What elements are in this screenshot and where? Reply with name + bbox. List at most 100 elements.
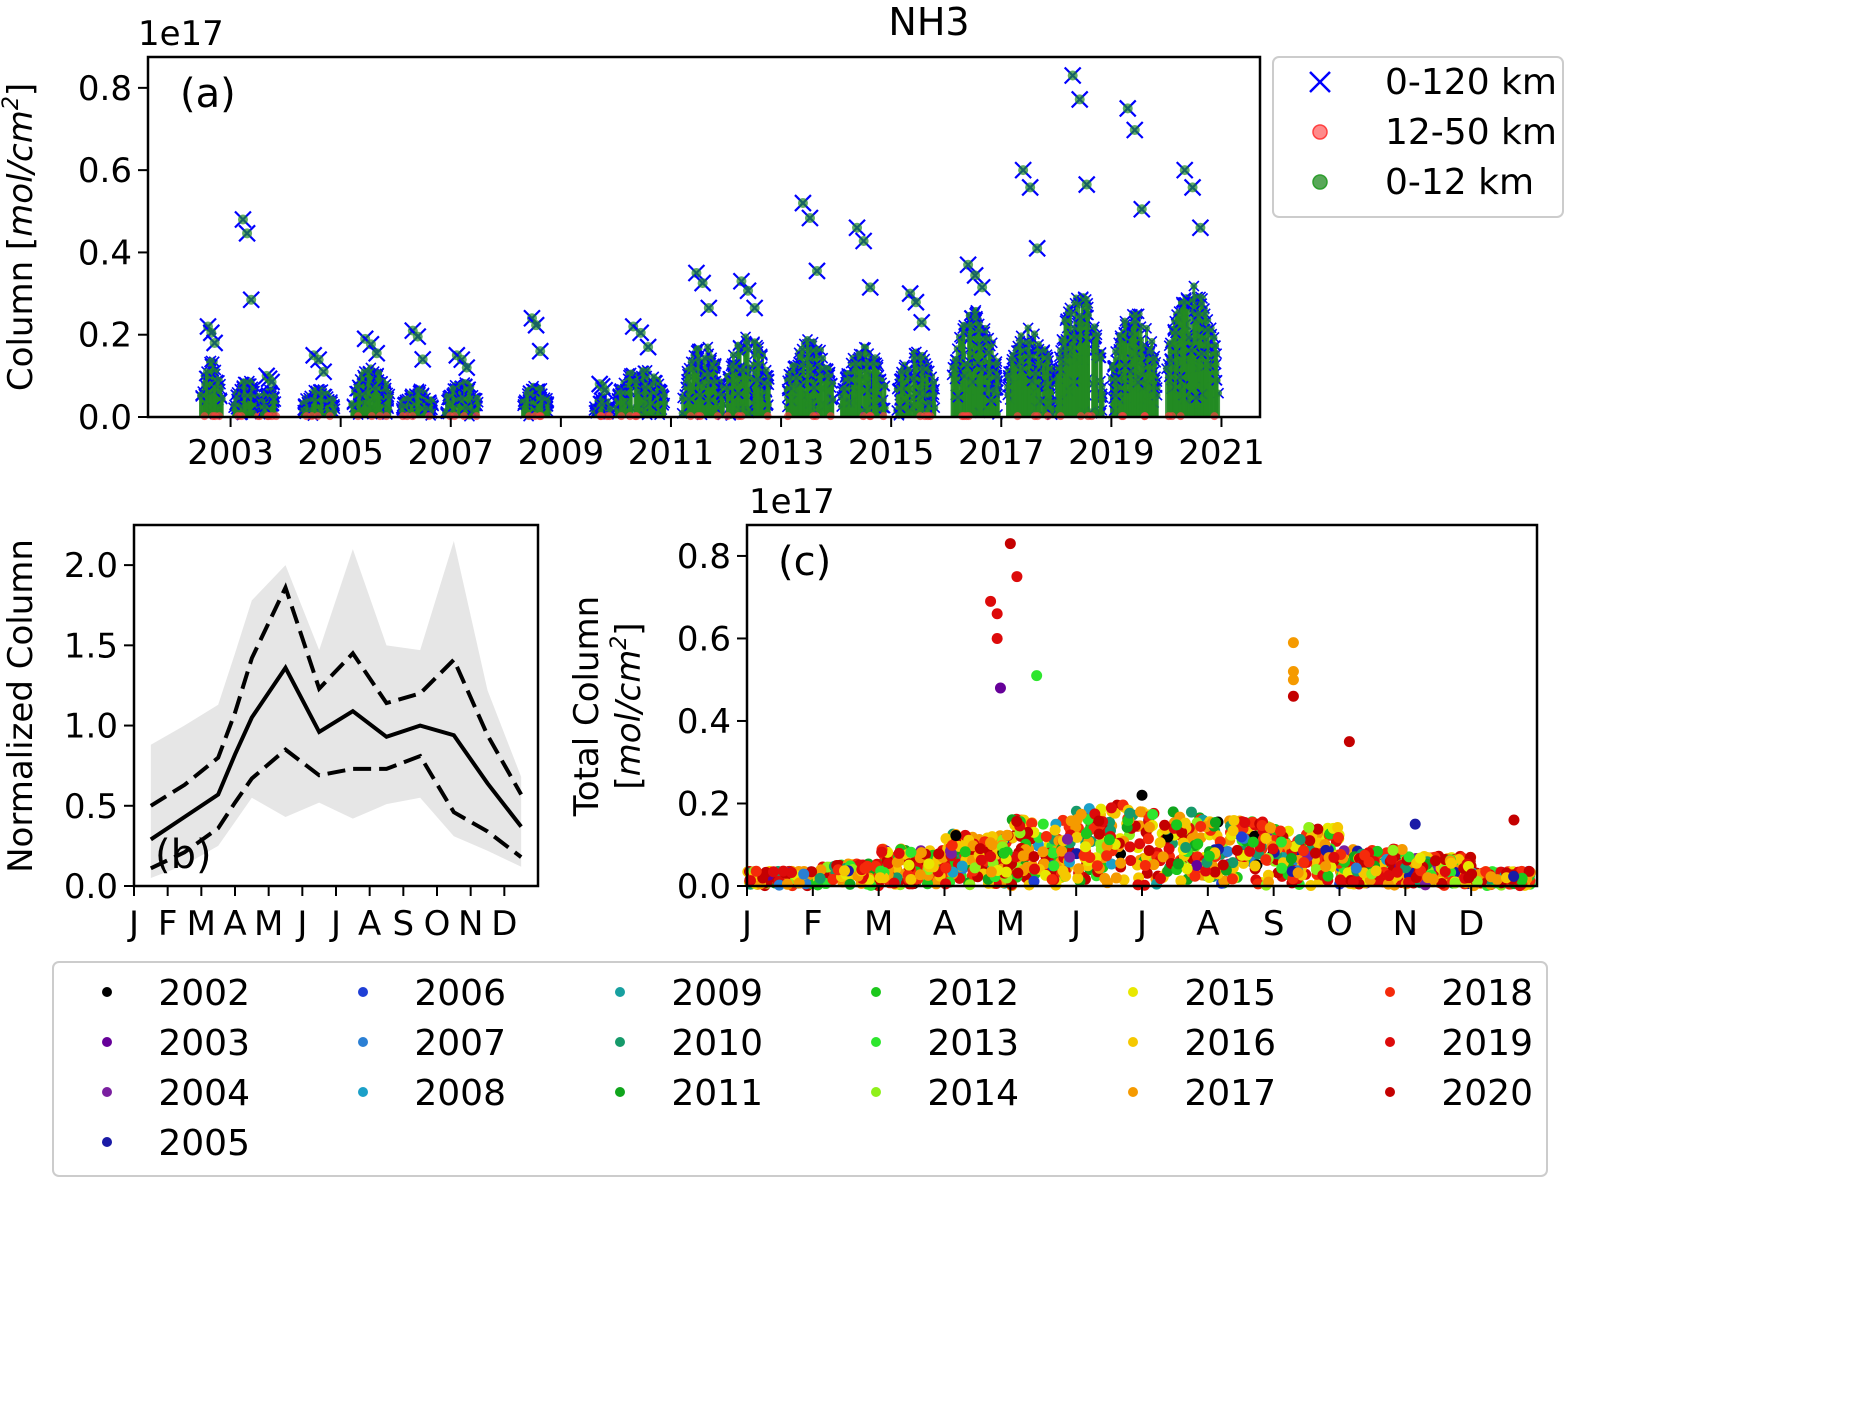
peak-green-marker bbox=[365, 339, 376, 350]
green-marker bbox=[246, 391, 254, 399]
green-marker bbox=[985, 349, 993, 357]
peak-green-marker bbox=[743, 285, 754, 296]
green-marker bbox=[356, 391, 364, 399]
peak-green-marker bbox=[811, 265, 822, 276]
green-marker bbox=[1112, 391, 1120, 399]
green-marker bbox=[723, 384, 731, 392]
peak-green-marker bbox=[209, 337, 220, 348]
peak-green-marker bbox=[1025, 182, 1036, 193]
green-marker bbox=[971, 313, 979, 321]
green-marker bbox=[207, 357, 215, 365]
green-marker bbox=[627, 369, 635, 377]
green-marker bbox=[978, 365, 986, 373]
cluster-9 bbox=[611, 317, 671, 421]
green-marker bbox=[241, 392, 249, 400]
peak-green-marker bbox=[643, 342, 654, 353]
green-marker bbox=[473, 394, 481, 402]
green-marker bbox=[1030, 330, 1038, 338]
green-marker bbox=[1090, 323, 1098, 331]
green-marker bbox=[952, 356, 960, 364]
green-marker bbox=[1016, 337, 1024, 345]
green-marker bbox=[1112, 375, 1120, 383]
green-marker bbox=[729, 351, 737, 359]
green-marker bbox=[704, 371, 712, 379]
green-marker bbox=[790, 362, 798, 370]
green-marker bbox=[981, 335, 989, 343]
green-marker bbox=[398, 402, 406, 410]
green-marker bbox=[762, 366, 770, 374]
green-marker bbox=[1031, 370, 1039, 378]
green-marker bbox=[466, 385, 474, 393]
green-marker bbox=[660, 392, 668, 400]
green-marker bbox=[1070, 333, 1078, 341]
peak-green-marker bbox=[1067, 70, 1078, 81]
peak-green-marker bbox=[1018, 165, 1029, 176]
green-marker bbox=[910, 354, 918, 362]
green-marker bbox=[739, 366, 747, 374]
green-marker bbox=[650, 373, 658, 381]
peak-green-marker bbox=[318, 366, 329, 377]
cluster-3 bbox=[297, 346, 341, 422]
peak-green-marker bbox=[797, 198, 808, 209]
offset-text-a: 1e17 bbox=[138, 14, 224, 54]
green-marker bbox=[987, 397, 995, 405]
green-marker bbox=[869, 360, 877, 368]
peak-green-marker bbox=[1032, 243, 1043, 254]
green-marker bbox=[218, 395, 226, 403]
green-marker bbox=[685, 395, 693, 403]
green-marker bbox=[1025, 352, 1033, 360]
green-marker bbox=[538, 395, 546, 403]
green-marker bbox=[845, 376, 853, 384]
green-marker bbox=[930, 378, 938, 386]
green-marker bbox=[421, 405, 429, 413]
cluster-12 bbox=[781, 194, 839, 421]
green-marker bbox=[1082, 295, 1090, 303]
green-marker bbox=[231, 401, 239, 409]
peak-green-marker bbox=[749, 302, 760, 313]
green-marker bbox=[925, 399, 933, 407]
peak-green-marker bbox=[246, 294, 257, 305]
peak-green-marker bbox=[1081, 179, 1092, 190]
green-marker bbox=[753, 376, 761, 384]
green-marker bbox=[536, 385, 544, 393]
green-marker bbox=[458, 395, 466, 403]
cluster-15 bbox=[946, 255, 1004, 421]
peak-green-marker bbox=[703, 302, 714, 313]
green-marker bbox=[919, 365, 927, 373]
peak-green-marker bbox=[865, 282, 876, 293]
cluster-19 bbox=[1161, 161, 1225, 421]
cluster-4 bbox=[346, 330, 396, 421]
green-marker bbox=[461, 379, 469, 387]
green-marker bbox=[960, 329, 968, 337]
green-marker bbox=[632, 377, 640, 385]
green-marker bbox=[1061, 317, 1069, 325]
green-marker bbox=[598, 401, 606, 409]
green-marker bbox=[616, 389, 624, 397]
green-marker bbox=[214, 376, 222, 384]
green-marker bbox=[896, 404, 904, 412]
cluster-11 bbox=[721, 272, 775, 422]
peak-green-marker bbox=[910, 297, 921, 308]
green-marker bbox=[897, 368, 905, 376]
green-marker bbox=[687, 358, 695, 366]
peak-green-marker bbox=[531, 320, 542, 331]
green-marker bbox=[729, 363, 737, 371]
peak-green-marker bbox=[977, 282, 988, 293]
green-marker bbox=[203, 368, 211, 376]
green-marker bbox=[763, 379, 771, 387]
cluster-7 bbox=[517, 309, 555, 422]
green-marker bbox=[754, 360, 762, 368]
green-marker bbox=[881, 382, 889, 390]
green-marker bbox=[840, 385, 848, 393]
green-marker bbox=[696, 391, 704, 399]
green-marker bbox=[954, 393, 962, 401]
green-marker bbox=[364, 367, 372, 375]
green-marker bbox=[963, 361, 971, 369]
peak-green-marker bbox=[697, 278, 708, 289]
cluster-13 bbox=[836, 218, 891, 421]
cluster-5 bbox=[395, 321, 440, 421]
peak-green-marker bbox=[417, 354, 428, 365]
green-marker bbox=[240, 378, 248, 386]
green-marker bbox=[1008, 355, 1016, 363]
